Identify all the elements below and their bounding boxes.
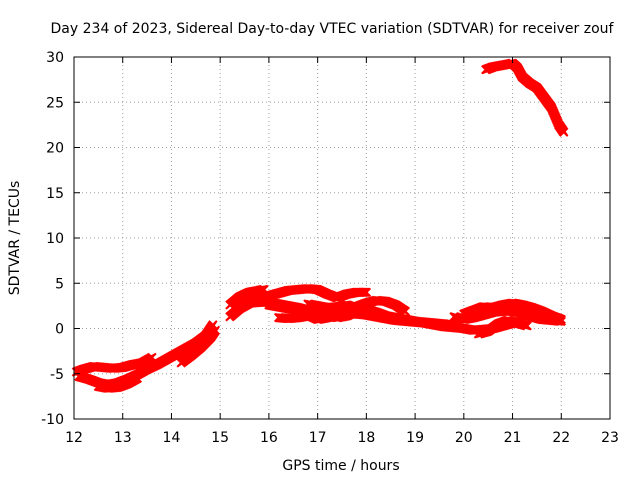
series-arc-l <box>459 298 566 325</box>
x-tick-label: 21 <box>504 430 522 446</box>
series-arc-j <box>303 299 411 326</box>
series-arc-d <box>176 325 221 368</box>
x-tick-label: 15 <box>211 430 229 446</box>
y-tick-label: 30 <box>46 50 64 66</box>
data-point <box>559 127 569 137</box>
x-tick-label: 23 <box>601 430 619 446</box>
x-tick-label: 22 <box>552 430 570 446</box>
x-tick-label: 18 <box>357 430 375 446</box>
y-tick-label: 0 <box>55 322 64 338</box>
tick-labels: 12 13 14 15 16 17 18 19 20 21 22 23 -10 -5 0 5 10 15 20 25 3… <box>41 50 619 446</box>
data-point <box>449 321 459 331</box>
grid <box>74 57 610 419</box>
series-layer <box>71 58 569 393</box>
y-tick-label: 25 <box>46 95 64 111</box>
x-tick-label: 17 <box>309 430 327 446</box>
y-tick-label: 20 <box>46 141 64 157</box>
chart-title: Day 234 of 2023, Sidereal Day-to-day VTE… <box>51 21 615 37</box>
y-axis-label: SDTVAR / TECUs <box>7 181 23 296</box>
series-arc-n <box>481 58 569 137</box>
x-tick-label: 20 <box>455 430 473 446</box>
data-point <box>400 315 411 326</box>
y-tick-label: 15 <box>46 186 64 202</box>
data-point <box>210 325 221 336</box>
series-arc-g <box>244 283 372 305</box>
y-tick-label: 10 <box>46 231 64 247</box>
ticks <box>73 56 611 420</box>
x-tick-label: 19 <box>406 430 424 446</box>
data-point <box>556 314 566 325</box>
x-tick-label: 12 <box>65 430 83 446</box>
data-point <box>522 321 532 331</box>
series-arc-a <box>71 352 157 377</box>
data-point <box>208 320 218 330</box>
y-tick-label: 5 <box>55 276 64 292</box>
x-tick-label: 14 <box>163 430 181 446</box>
data-point <box>132 373 143 383</box>
x-tick-label: 16 <box>260 430 278 446</box>
x-axis-label: GPS time / hours <box>282 458 399 474</box>
x-tick-label: 13 <box>114 430 132 446</box>
y-tick-label: -10 <box>41 412 64 428</box>
series-arc-c <box>93 373 143 393</box>
data-point <box>361 287 372 298</box>
y-tick-label: -5 <box>50 367 64 383</box>
series-arc-m <box>473 315 532 339</box>
